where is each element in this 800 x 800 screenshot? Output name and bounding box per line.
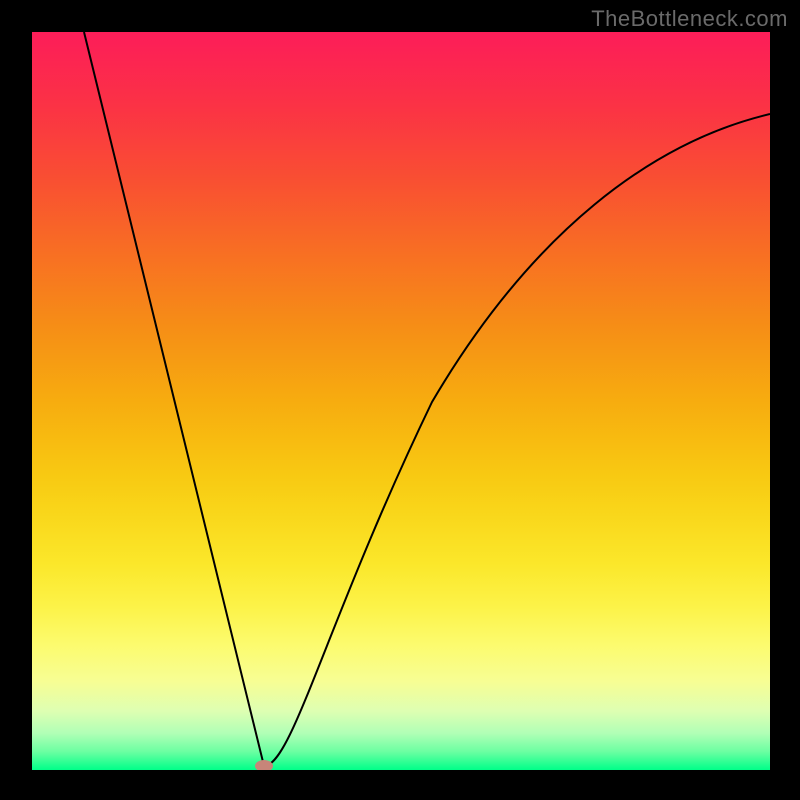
watermark-text: TheBottleneck.com — [591, 6, 788, 32]
chart-svg — [32, 32, 770, 770]
gradient-background — [32, 32, 770, 770]
plot-area — [32, 32, 770, 770]
